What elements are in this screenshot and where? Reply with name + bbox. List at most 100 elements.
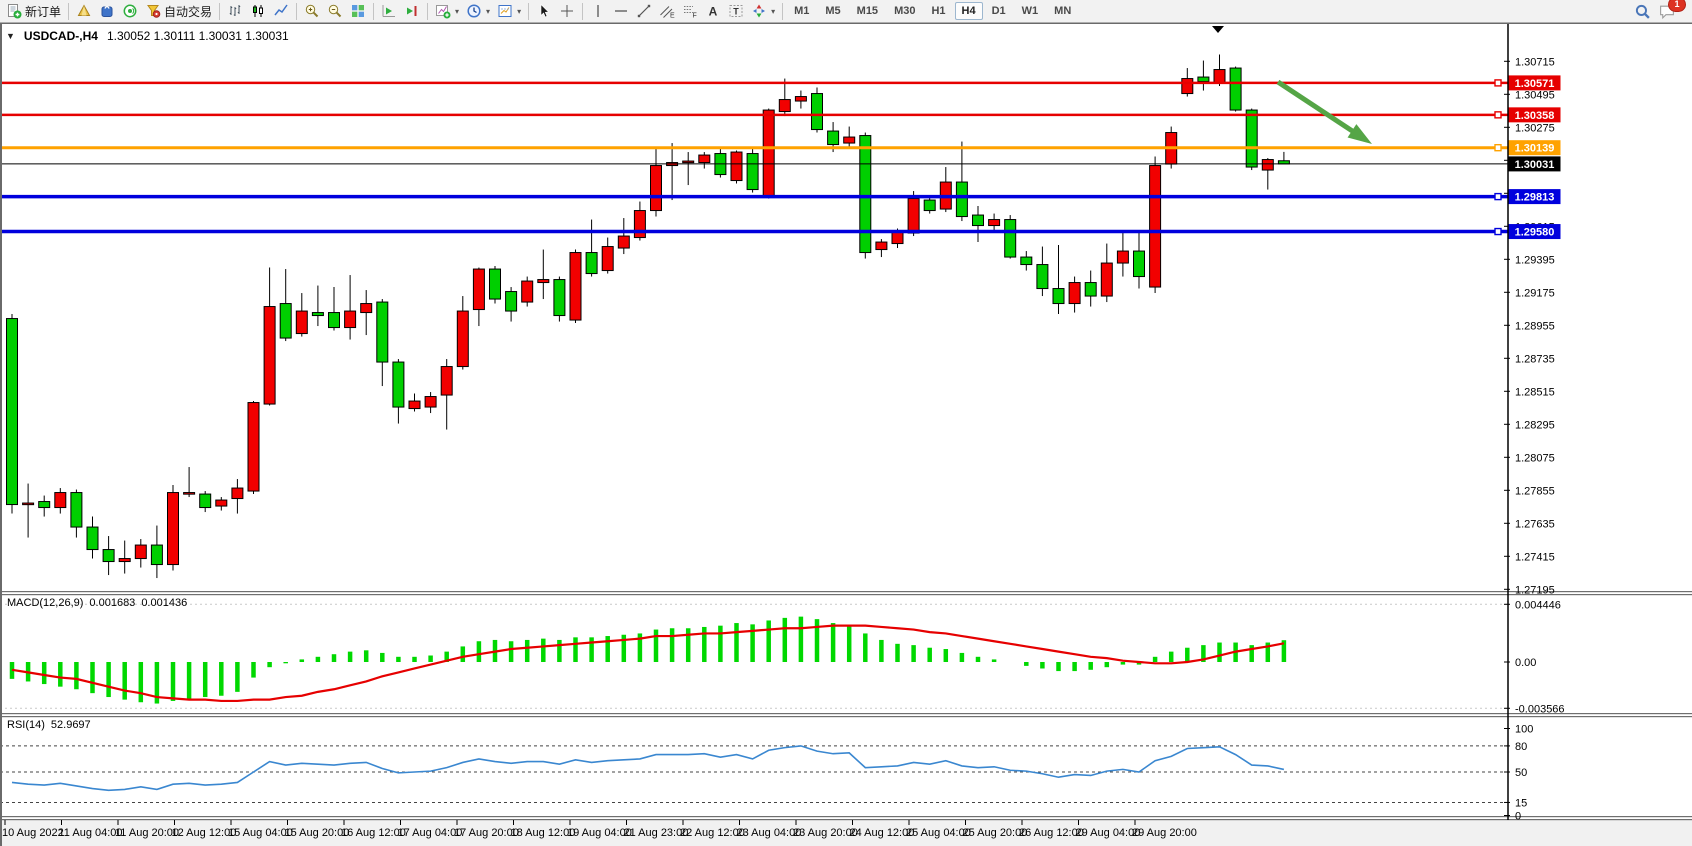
text-label-button[interactable]: T xyxy=(725,1,747,21)
crosshair-button[interactable] xyxy=(556,1,578,21)
svg-text:0: 0 xyxy=(1515,811,1521,823)
tab-timeframe-H1[interactable]: H1 xyxy=(931,5,946,17)
rsi-scale: 100 80 50 15 0 xyxy=(0,724,1533,823)
metaquotes-icon xyxy=(76,3,92,19)
date-axis-strip[interactable] xyxy=(0,820,1692,846)
tab-timeframe-MN[interactable]: MN xyxy=(1054,5,1072,17)
svg-text:12 Aug 12:00: 12 Aug 12:00 xyxy=(172,827,237,839)
trend-arrow-annotation[interactable] xyxy=(1276,79,1372,144)
svg-text:0.004446: 0.004446 xyxy=(1515,599,1561,611)
svg-text:1.28075: 1.28075 xyxy=(1515,452,1555,464)
chevron-down-icon: ▾ xyxy=(771,6,776,16)
chevron-down-icon: ▾ xyxy=(517,6,522,16)
chart-shift-icon xyxy=(404,3,420,19)
trendline-icon xyxy=(636,3,652,19)
svg-text:18 Aug 12:00: 18 Aug 12:00 xyxy=(511,827,576,839)
templates-button[interactable]: ▾ xyxy=(494,1,524,21)
toolbar-separator xyxy=(373,2,375,20)
tab-timeframe-M30[interactable]: M30 xyxy=(894,5,916,17)
timeframe-group: M1 M5 M15 M30 H1 H4 D1 W1 MN xyxy=(787,2,1078,20)
horizontal-line-button[interactable] xyxy=(610,1,632,21)
market-button[interactable] xyxy=(96,1,118,21)
line-chart-button[interactable] xyxy=(270,1,292,21)
svg-text:1.28735: 1.28735 xyxy=(1515,353,1555,365)
metaquotes-button[interactable] xyxy=(73,1,95,21)
chevron-down-icon: ▾ xyxy=(455,6,460,16)
svg-text:1.27635: 1.27635 xyxy=(1515,518,1555,530)
svg-text:15: 15 xyxy=(1515,797,1527,809)
chart-shift-marker[interactable] xyxy=(1212,26,1224,33)
svg-text:19 Aug 04:00: 19 Aug 04:00 xyxy=(567,827,632,839)
svg-text:29 Aug 04:00: 29 Aug 04:00 xyxy=(1076,827,1141,839)
macd-label-bar: MACD(12,26,9) 0.001683 0.001436 xyxy=(7,597,187,609)
chevron-down-icon: ▾ xyxy=(486,6,491,16)
search-icon xyxy=(1634,3,1651,20)
new-order-label: 新订单 xyxy=(25,4,62,19)
text-label-icon: T xyxy=(728,3,744,19)
macd-scale: 0.004446 0.00 -0.003566 xyxy=(0,599,1565,715)
auto-trading-label: 自动交易 xyxy=(164,4,213,19)
svg-text:1.30571: 1.30571 xyxy=(1515,78,1555,90)
periods-button[interactable]: ▾ xyxy=(463,1,493,21)
arrows-tool-button[interactable]: ▾ xyxy=(748,1,778,21)
chart-shift-button[interactable] xyxy=(401,1,423,21)
tab-timeframe-D1[interactable]: D1 xyxy=(991,5,1006,17)
collapse-triangle-icon[interactable]: ▼ xyxy=(6,31,15,41)
tab-timeframe-M1[interactable]: M1 xyxy=(794,5,810,17)
channel-icon: E xyxy=(659,3,675,19)
tab-timeframe-H4[interactable]: H4 xyxy=(954,2,983,20)
chart-canvas[interactable]: 1.307151.304951.302751.300551.298351.296… xyxy=(0,24,1692,846)
new-order-button[interactable]: 新订单 xyxy=(3,1,64,21)
cursor-icon xyxy=(536,3,552,19)
tab-timeframe-W1[interactable]: W1 xyxy=(1021,5,1039,17)
fibonacci-button[interactable]: F xyxy=(679,1,701,21)
svg-text:23 Aug 04:00: 23 Aug 04:00 xyxy=(737,827,802,839)
text-button[interactable]: A xyxy=(702,1,724,21)
macd-main-value: 0.001683 xyxy=(89,597,136,609)
notification-badge: 1 xyxy=(1668,0,1686,12)
crosshair-icon xyxy=(559,3,575,19)
auto-trading-button[interactable]: 自动交易 xyxy=(142,1,215,21)
signals-button[interactable] xyxy=(119,1,141,21)
rsi-line xyxy=(11,745,1285,792)
svg-text:1.30715: 1.30715 xyxy=(1515,56,1555,68)
chat-button[interactable]: 1 xyxy=(1655,0,1686,21)
svg-text:17 Aug 04:00: 17 Aug 04:00 xyxy=(398,827,463,839)
svg-text:24 Aug 12:00: 24 Aug 12:00 xyxy=(850,827,915,839)
vertical-line-icon xyxy=(590,3,606,19)
vertical-line-button[interactable] xyxy=(587,1,609,21)
toolbar-separator xyxy=(782,2,784,20)
bar-chart-icon xyxy=(227,3,243,19)
svg-text:15 Aug 04:00: 15 Aug 04:00 xyxy=(228,827,293,839)
svg-text:F: F xyxy=(693,13,697,20)
toolbar-separator xyxy=(582,2,584,20)
channel-button[interactable]: E xyxy=(656,1,678,21)
svg-text:16 Aug 12:00: 16 Aug 12:00 xyxy=(341,827,406,839)
search-button[interactable] xyxy=(1631,1,1654,21)
indicators-button[interactable]: ▾ xyxy=(432,1,462,21)
trendline-button[interactable] xyxy=(633,1,655,21)
tab-timeframe-M15[interactable]: M15 xyxy=(856,5,879,17)
svg-text:1.30495: 1.30495 xyxy=(1515,89,1555,101)
macd-indicator xyxy=(9,616,1287,704)
svg-text:1.27855: 1.27855 xyxy=(1515,485,1555,497)
rsi-name-label: RSI(14) xyxy=(7,719,45,731)
macd-name-label: MACD(12,26,9) xyxy=(7,597,84,609)
svg-text:22 Aug 12:00: 22 Aug 12:00 xyxy=(680,827,745,839)
tab-timeframe-M5[interactable]: M5 xyxy=(825,5,841,17)
text-icon: A xyxy=(705,3,721,19)
signals-icon xyxy=(122,3,138,19)
candlestick-button[interactable] xyxy=(247,1,269,21)
zoom-out-button[interactable] xyxy=(324,1,346,21)
cursor-button[interactable] xyxy=(533,1,555,21)
zoom-in-button[interactable] xyxy=(301,1,323,21)
price-badges: 1.30571 1.30358 1.30139 1.30031 1.29813 1.295… xyxy=(1508,75,1561,240)
tile-windows-button[interactable] xyxy=(347,1,369,21)
auto-scroll-button[interactable] xyxy=(378,1,400,21)
level-lines[interactable] xyxy=(0,79,1508,236)
svg-text:1.27415: 1.27415 xyxy=(1515,551,1555,563)
arrows-tool-icon xyxy=(751,3,767,19)
svg-text:E: E xyxy=(670,13,675,20)
bar-chart-button[interactable] xyxy=(224,1,246,21)
